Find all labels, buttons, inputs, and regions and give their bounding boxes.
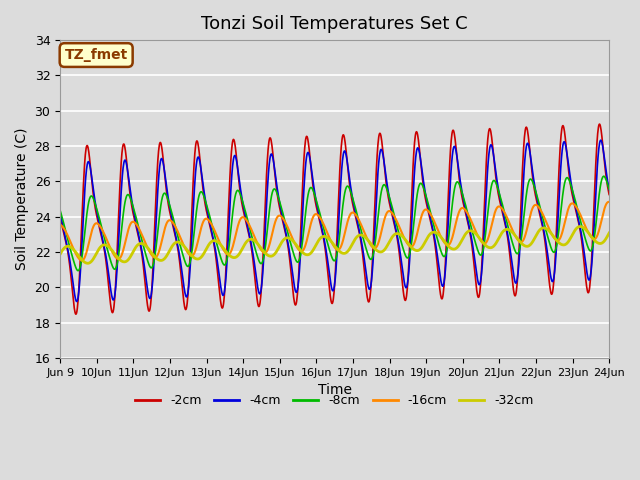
-32cm — [420, 241, 428, 247]
-16cm — [165, 217, 173, 223]
-16cm — [605, 199, 613, 205]
Text: TZ_fmet: TZ_fmet — [65, 48, 128, 62]
-2cm — [56, 215, 64, 220]
Line: -4cm: -4cm — [60, 140, 609, 301]
-32cm — [492, 240, 500, 246]
-8cm — [600, 173, 607, 179]
-16cm — [492, 207, 500, 213]
-8cm — [492, 180, 500, 186]
-8cm — [165, 201, 173, 207]
-32cm — [179, 242, 186, 248]
-16cm — [78, 258, 86, 264]
-32cm — [84, 260, 92, 266]
-4cm — [597, 137, 605, 143]
-8cm — [540, 221, 548, 227]
-4cm — [165, 202, 173, 207]
-8cm — [420, 187, 428, 192]
-32cm — [576, 224, 584, 229]
-2cm — [605, 192, 613, 197]
-16cm — [420, 207, 428, 213]
-8cm — [240, 204, 248, 209]
-4cm — [420, 182, 428, 188]
Y-axis label: Soil Temperature (C): Soil Temperature (C) — [15, 128, 29, 270]
Line: -8cm: -8cm — [60, 176, 609, 271]
-2cm — [420, 188, 428, 194]
Title: Tonzi Soil Temperatures Set C: Tonzi Soil Temperatures Set C — [202, 15, 468, 33]
-8cm — [179, 251, 186, 257]
-8cm — [605, 186, 613, 192]
-16cm — [605, 199, 612, 204]
-4cm — [179, 274, 186, 280]
-2cm — [540, 233, 548, 239]
-2cm — [72, 312, 79, 317]
Line: -16cm: -16cm — [60, 202, 609, 261]
-16cm — [540, 215, 548, 220]
-32cm — [240, 243, 248, 249]
-32cm — [540, 225, 548, 231]
-32cm — [56, 252, 64, 257]
-4cm — [56, 210, 64, 216]
-4cm — [492, 169, 500, 175]
-16cm — [179, 240, 186, 246]
X-axis label: Time: Time — [317, 383, 351, 397]
-8cm — [74, 268, 82, 274]
-4cm — [605, 187, 613, 192]
Line: -2cm: -2cm — [60, 124, 609, 314]
-32cm — [165, 248, 173, 254]
-2cm — [240, 211, 248, 216]
-2cm — [492, 174, 500, 180]
Line: -32cm: -32cm — [60, 227, 609, 263]
Legend: -2cm, -4cm, -8cm, -16cm, -32cm: -2cm, -4cm, -8cm, -16cm, -32cm — [131, 389, 539, 412]
-32cm — [605, 230, 613, 236]
-2cm — [165, 206, 173, 212]
-2cm — [596, 121, 604, 127]
-4cm — [240, 206, 248, 212]
-16cm — [240, 215, 248, 220]
-4cm — [73, 299, 81, 304]
-4cm — [540, 230, 548, 236]
-8cm — [56, 207, 64, 213]
-2cm — [179, 288, 186, 294]
-16cm — [56, 222, 64, 228]
